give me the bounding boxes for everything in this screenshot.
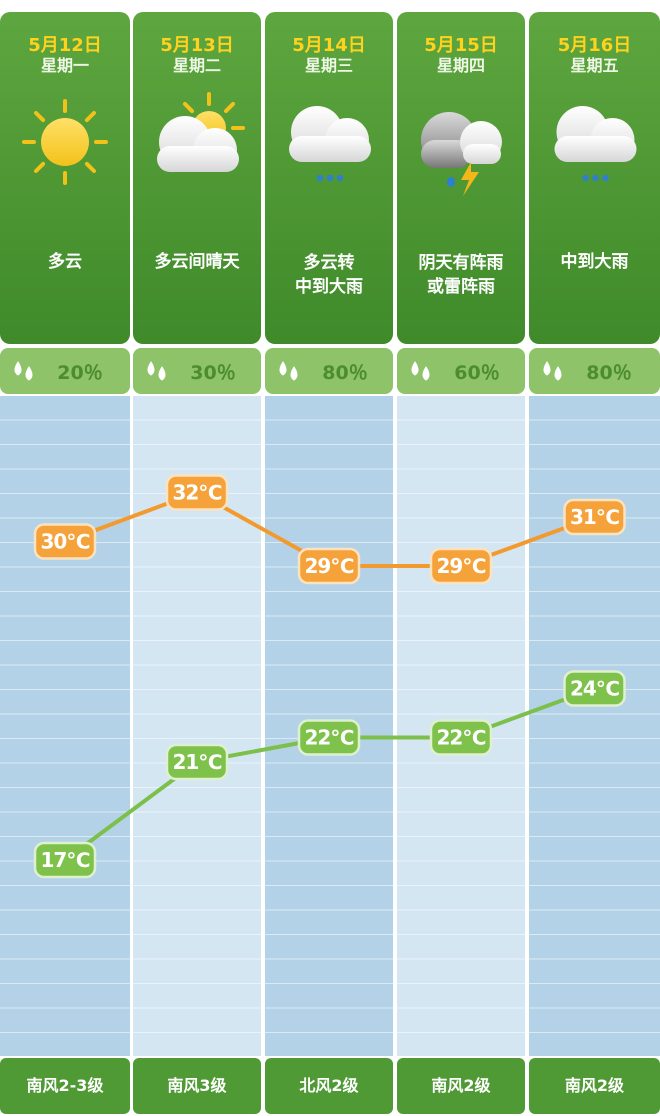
- rain-chance-value: 80％: [586, 362, 631, 384]
- high-temp-point: 32℃: [165, 474, 229, 511]
- day-weekday: 星期一: [41, 56, 89, 75]
- day-date: 5月14日: [292, 35, 366, 56]
- wind-cell: 南风2级: [397, 1058, 525, 1114]
- raindrop-icon: [147, 361, 166, 381]
- raindrops: [316, 174, 344, 182]
- high-temp-point: 30℃: [33, 523, 97, 560]
- high-temp-label: 29℃: [436, 554, 486, 578]
- sun-icon: [22, 99, 108, 185]
- day-condition: 中到大雨: [295, 276, 363, 297]
- high-temp-label: 31℃: [570, 505, 620, 529]
- cloud-shape: [554, 106, 637, 162]
- high-temp-marker: [429, 547, 493, 585]
- low-temp-point: 22℃: [429, 719, 493, 756]
- wind-cell: 北风2级: [265, 1058, 393, 1114]
- rain-chance-value: 80％: [322, 362, 367, 384]
- raindrop-icon: [14, 361, 33, 381]
- day-condition: 多云转: [304, 252, 355, 273]
- rain-chance-value: 20％: [57, 362, 102, 384]
- day-header-bg: [133, 12, 261, 344]
- day-condition: 中到大雨: [561, 251, 629, 272]
- low-temp-label: 21℃: [172, 750, 222, 774]
- cloud-shape: [157, 116, 239, 172]
- wind-cell: 南风3级: [133, 1058, 261, 1114]
- high-temp-label: 30℃: [40, 530, 90, 554]
- high-temp-marker: [165, 474, 229, 511]
- low-temp-point: 22℃: [297, 719, 361, 756]
- low-temp-marker: [297, 719, 361, 756]
- high-temp-point: 29℃: [297, 547, 361, 585]
- day-condition: 或雷阵雨: [427, 276, 495, 297]
- cloud-rain-icon: [289, 106, 371, 182]
- rain-chance-cell: 30％: [133, 348, 261, 394]
- low-temp-point: 17℃: [33, 841, 97, 879]
- raindrops: [582, 174, 609, 182]
- rain-chance-cell: 60％: [397, 348, 525, 394]
- day-weekday: 星期五: [570, 56, 618, 75]
- low-temp-marker: [33, 841, 97, 879]
- thunder-rain-icon: [421, 112, 502, 196]
- rain-chance-value: 60％: [454, 362, 499, 384]
- raindrop-icon: [411, 361, 430, 381]
- high-temp-marker: [297, 547, 361, 585]
- rain-chance-value: 30％: [190, 362, 235, 384]
- raindrop-icon: [279, 361, 298, 381]
- low-temp-marker: [429, 719, 493, 756]
- high-temp-label: 32℃: [172, 481, 222, 505]
- day-condition: 多云间晴天: [155, 251, 241, 272]
- rain-chance-cell: 80％: [265, 348, 393, 394]
- day-weekday: 星期三: [305, 56, 353, 75]
- wind-cell: 南风2级: [529, 1058, 660, 1114]
- day-weekday: 星期二: [173, 56, 221, 75]
- wind-cell: 南风2-3级: [0, 1058, 130, 1114]
- day-date: 5月16日: [558, 35, 632, 56]
- day-date: 5月15日: [424, 35, 498, 56]
- low-temp-point: 21℃: [165, 743, 229, 781]
- wind-value: 北风2级: [299, 1076, 359, 1095]
- low-temp-label: 22℃: [436, 726, 486, 750]
- day-header-bg: [397, 12, 525, 344]
- high-temp-marker: [33, 523, 97, 560]
- cloud-rain-icon: [554, 106, 637, 182]
- low-temp-label: 24℃: [570, 677, 620, 701]
- rain-chance-cell: 80％: [529, 348, 660, 394]
- wind-value: 南风3级: [167, 1076, 227, 1095]
- low-temp-point: 24℃: [563, 670, 626, 707]
- day-condition: 多云: [48, 251, 82, 272]
- low-temp-label: 22℃: [304, 726, 354, 750]
- day-condition: 阴天有阵雨: [419, 252, 504, 273]
- day-weekday: 星期四: [437, 56, 485, 75]
- cloud-sun-icon: [157, 92, 245, 172]
- high-temp-label: 29℃: [304, 554, 354, 578]
- plot-column: [0, 396, 130, 1056]
- sun-shape: [22, 99, 108, 185]
- wind-value: 南风2-3级: [27, 1076, 105, 1095]
- day-date: 5月12日: [28, 35, 102, 56]
- plot-column: [529, 396, 660, 1056]
- raindrop-icon: [543, 361, 562, 381]
- wind-value: 南风2级: [431, 1076, 491, 1095]
- high-temp-point: 29℃: [429, 547, 493, 585]
- day-date: 5月13日: [160, 35, 234, 56]
- low-temp-marker: [563, 670, 626, 707]
- wind-value: 南风2级: [565, 1076, 625, 1095]
- low-temp-label: 17℃: [40, 848, 90, 872]
- high-temp-point: 31℃: [563, 498, 626, 536]
- high-temp-marker: [563, 498, 626, 536]
- cloud-shape: [289, 106, 371, 162]
- rain-chance-cell: 20％: [0, 348, 130, 394]
- low-temp-marker: [165, 743, 229, 781]
